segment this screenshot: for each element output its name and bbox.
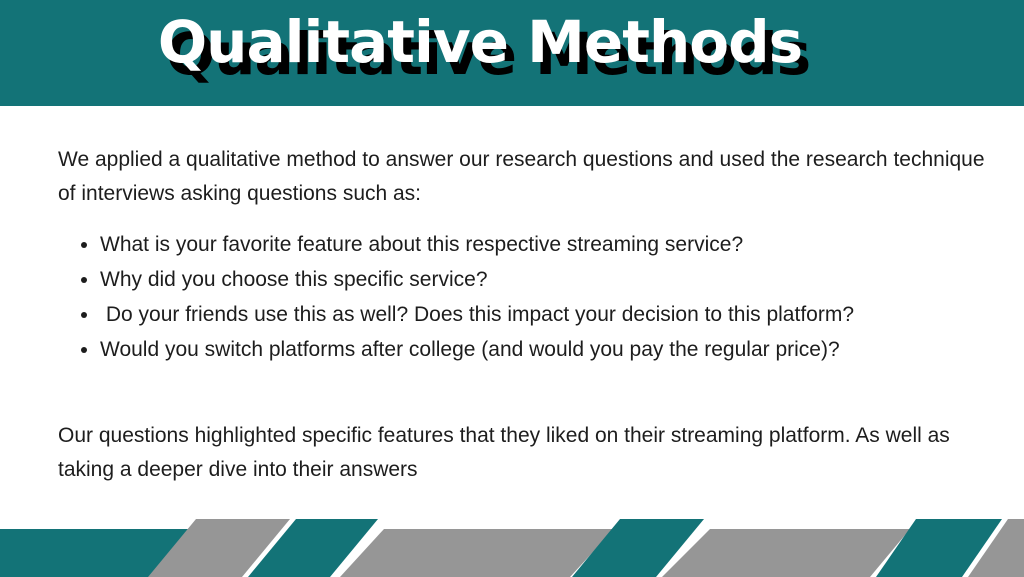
interview-questions-list: What is your favorite feature about this…: [58, 227, 988, 367]
list-item: What is your favorite feature about this…: [100, 227, 988, 262]
gray-stripe: [662, 529, 910, 577]
slide-title: Qualitative Methods: [157, 8, 803, 76]
conclusion-paragraph: Our questions highlighted specific featu…: [58, 424, 950, 481]
title-banner: Qualitative Methods: [0, 0, 1024, 106]
gray-stripe: [968, 519, 1024, 577]
footer-stripes: [0, 519, 1024, 577]
gray-stripe: [340, 529, 614, 577]
list-item: Would you switch platforms after college…: [100, 332, 988, 367]
intro-paragraph: We applied a qualitative method to answe…: [58, 148, 985, 205]
teal-stripe: [248, 519, 378, 577]
teal-stripe: [876, 519, 1002, 577]
list-item: Why did you choose this specific service…: [100, 262, 988, 297]
list-item: Do your friends use this as well? Does t…: [100, 297, 988, 332]
teal-stripe: [572, 519, 704, 577]
gray-stripe: [148, 519, 290, 577]
teal-stripe: [0, 529, 188, 577]
slide-body: We applied a qualitative method to answe…: [58, 143, 988, 487]
